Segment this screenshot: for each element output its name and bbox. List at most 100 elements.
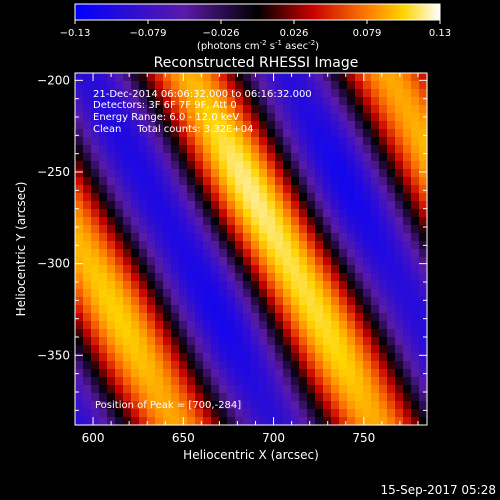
heatmap-cell bbox=[331, 73, 340, 82]
heatmap-cell bbox=[203, 321, 212, 330]
heatmap-cell bbox=[219, 305, 228, 314]
heatmap-cell bbox=[411, 225, 420, 234]
heatmap-cell bbox=[123, 265, 132, 274]
heatmap-cell bbox=[123, 241, 132, 250]
heatmap-cell bbox=[283, 89, 292, 98]
heatmap-cell bbox=[83, 193, 92, 202]
heatmap-cell bbox=[331, 337, 340, 346]
heatmap-cell bbox=[323, 81, 332, 90]
heatmap-cell bbox=[291, 281, 300, 290]
heatmap-cell bbox=[243, 257, 252, 266]
heatmap-cell bbox=[235, 81, 244, 90]
heatmap-cell bbox=[363, 137, 372, 146]
heatmap-cell bbox=[363, 329, 372, 338]
heatmap-cell bbox=[171, 209, 180, 218]
heatmap-cell bbox=[171, 361, 180, 370]
heatmap-cell bbox=[291, 177, 300, 186]
heatmap-cell bbox=[315, 113, 324, 122]
heatmap-cell bbox=[203, 417, 212, 426]
heatmap-cell bbox=[275, 321, 284, 330]
heatmap-cell bbox=[211, 289, 220, 298]
heatmap-cell bbox=[251, 337, 260, 346]
heatmap-cell bbox=[419, 249, 428, 258]
heatmap-cell bbox=[131, 161, 140, 170]
heatmap-cell bbox=[363, 81, 372, 90]
heatmap-cell bbox=[355, 113, 364, 122]
heatmap-cell bbox=[171, 321, 180, 330]
heatmap-cell bbox=[403, 169, 412, 178]
heatmap-cell bbox=[323, 193, 332, 202]
heatmap-cell bbox=[139, 289, 148, 298]
heatmap-cell bbox=[163, 137, 172, 146]
heatmap-cell bbox=[107, 233, 116, 242]
heatmap-cell bbox=[419, 393, 428, 402]
heatmap-cell bbox=[235, 393, 244, 402]
heatmap-cell bbox=[339, 249, 348, 258]
heatmap-cell bbox=[355, 361, 364, 370]
heatmap-cell bbox=[291, 225, 300, 234]
heatmap-cell bbox=[267, 161, 276, 170]
heatmap-cell bbox=[251, 89, 260, 98]
heatmap-cell bbox=[419, 289, 428, 298]
heatmap-cell bbox=[307, 249, 316, 258]
heatmap-cell bbox=[211, 273, 220, 282]
heatmap-cell bbox=[363, 409, 372, 418]
heatmap-cell bbox=[123, 169, 132, 178]
heatmap-cell bbox=[419, 305, 428, 314]
heatmap-cell bbox=[251, 297, 260, 306]
heatmap-cell bbox=[123, 113, 132, 122]
heatmap-cell bbox=[395, 393, 404, 402]
heatmap-cell bbox=[387, 329, 396, 338]
heatmap-cell bbox=[323, 177, 332, 186]
heatmap-cell bbox=[83, 161, 92, 170]
heatmap-cell bbox=[115, 121, 124, 130]
heatmap-cell bbox=[259, 273, 268, 282]
heatmap-cell bbox=[363, 241, 372, 250]
heatmap-cell bbox=[123, 161, 132, 170]
heatmap-cell bbox=[355, 73, 364, 82]
heatmap-cell bbox=[115, 241, 124, 250]
heatmap-cell bbox=[115, 345, 124, 354]
heatmap-cell bbox=[75, 161, 84, 170]
heatmap-cell bbox=[83, 369, 92, 378]
heatmap-cell bbox=[403, 385, 412, 394]
heatmap-cell bbox=[339, 145, 348, 154]
heatmap-cell bbox=[147, 409, 156, 418]
heatmap-cell bbox=[363, 121, 372, 130]
heatmap-cell bbox=[163, 105, 172, 114]
heatmap-cell bbox=[179, 257, 188, 266]
heatmap-cell bbox=[251, 257, 260, 266]
heatmap-cell bbox=[275, 97, 284, 106]
heatmap-cell bbox=[179, 137, 188, 146]
heatmap-cell bbox=[379, 145, 388, 154]
heatmap-cell bbox=[123, 177, 132, 186]
heatmap-cell bbox=[219, 417, 228, 426]
heatmap-cell bbox=[259, 281, 268, 290]
heatmap-cell bbox=[179, 321, 188, 330]
heatmap-cell bbox=[315, 273, 324, 282]
heatmap-cell bbox=[123, 193, 132, 202]
heatmap-cell bbox=[155, 233, 164, 242]
heatmap-cell bbox=[259, 153, 268, 162]
heatmap-cell bbox=[347, 241, 356, 250]
heatmap-cell bbox=[315, 361, 324, 370]
heatmap-cell bbox=[187, 273, 196, 282]
heatmap-cell bbox=[379, 257, 388, 266]
heatmap-cell bbox=[339, 81, 348, 90]
heatmap-cell bbox=[139, 401, 148, 410]
heatmap-cell bbox=[259, 129, 268, 138]
heatmap-cell bbox=[411, 385, 420, 394]
heatmap-cell bbox=[299, 113, 308, 122]
heatmap-cell bbox=[195, 289, 204, 298]
heatmap-cell bbox=[387, 393, 396, 402]
heatmap-cell bbox=[315, 385, 324, 394]
heatmap-cell bbox=[403, 377, 412, 386]
heatmap-cell bbox=[123, 385, 132, 394]
heatmap-cell bbox=[147, 193, 156, 202]
heatmap-cell bbox=[259, 297, 268, 306]
heatmap-cell bbox=[267, 217, 276, 226]
heatmap-cell bbox=[419, 89, 428, 98]
heatmap-cell bbox=[227, 273, 236, 282]
heatmap-cell bbox=[387, 265, 396, 274]
heatmap-cell bbox=[139, 249, 148, 258]
